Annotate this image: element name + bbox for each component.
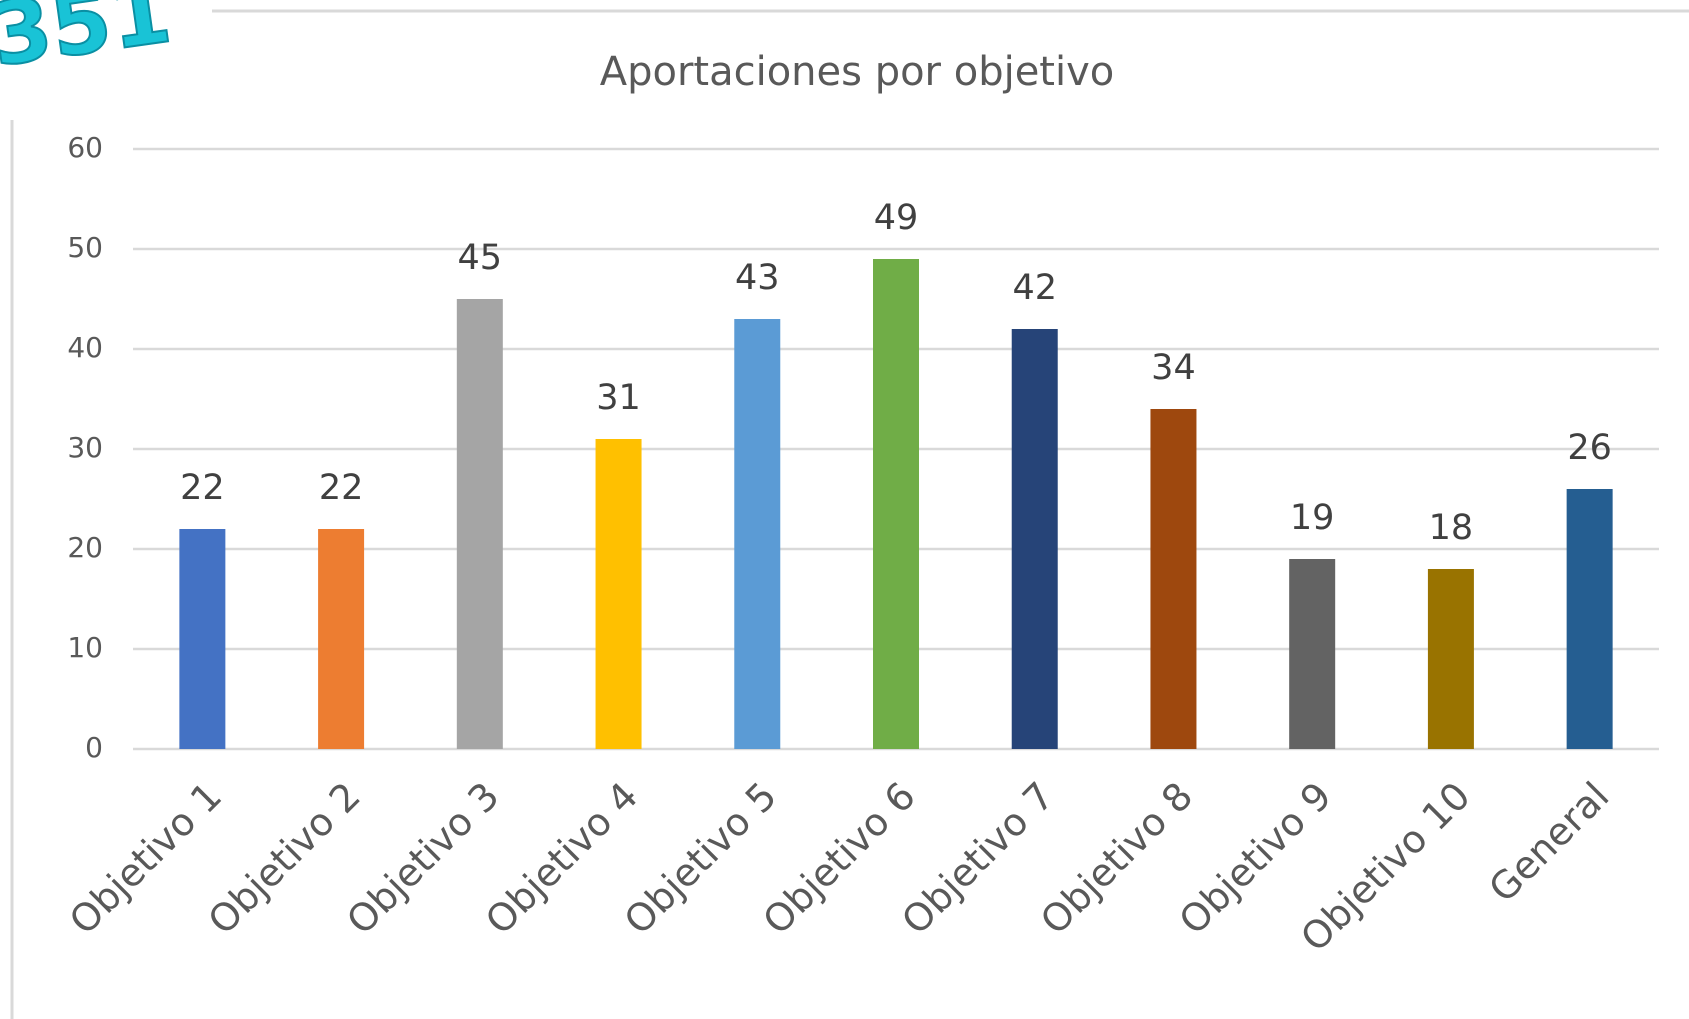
x-tick-label: General (1480, 774, 1617, 911)
data-label: 31 (596, 378, 641, 418)
bar (318, 529, 365, 749)
data-label: 45 (458, 238, 503, 278)
bar (1289, 559, 1336, 749)
y-tick-label: 60 (67, 131, 103, 164)
bar (1011, 329, 1058, 749)
data-label: 26 (1567, 428, 1612, 468)
data-label: 18 (1429, 508, 1474, 548)
corner-text: 351 (0, 0, 177, 86)
data-label: 49 (874, 198, 919, 238)
y-tick-label: 0 (85, 731, 103, 764)
bar (1566, 489, 1613, 749)
data-label: 34 (1151, 348, 1196, 388)
data-label: 43 (735, 258, 780, 298)
bar (1427, 569, 1474, 749)
y-tick-label: 50 (67, 231, 103, 264)
data-label: 42 (1012, 268, 1057, 308)
data-label: 22 (319, 468, 364, 508)
bar (456, 299, 503, 749)
y-tick-label: 30 (67, 431, 103, 464)
bar (734, 319, 781, 749)
bar (595, 439, 642, 749)
y-tick-label: 40 (67, 331, 103, 364)
bar (873, 259, 919, 749)
y-tick-label: 20 (67, 531, 103, 564)
data-label: 19 (1290, 498, 1335, 538)
data-label: 22 (180, 468, 225, 508)
chart-title: Aportaciones por objetivo (600, 49, 1115, 95)
bar (179, 529, 226, 749)
bar (1150, 409, 1197, 749)
y-tick-label: 10 (67, 631, 103, 664)
